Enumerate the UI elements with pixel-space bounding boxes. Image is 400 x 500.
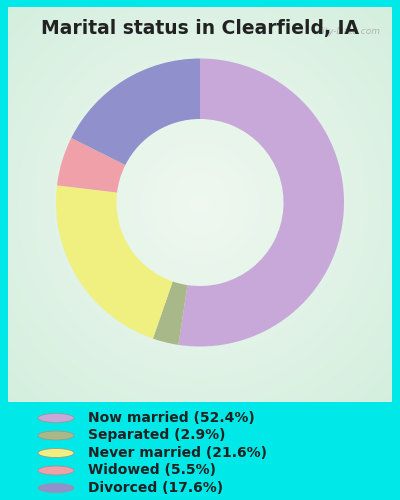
Text: Widowed (5.5%): Widowed (5.5%) <box>88 464 216 477</box>
Text: Separated (2.9%): Separated (2.9%) <box>88 428 226 442</box>
Text: Divorced (17.6%): Divorced (17.6%) <box>88 481 223 495</box>
Circle shape <box>38 448 74 458</box>
Text: Never married (21.6%): Never married (21.6%) <box>88 446 267 460</box>
Wedge shape <box>71 58 200 165</box>
Text: Marital status in Clearfield, IA: Marital status in Clearfield, IA <box>41 19 359 38</box>
Text: City-Data.com: City-Data.com <box>316 27 380 36</box>
Wedge shape <box>153 282 188 345</box>
Circle shape <box>38 484 74 492</box>
Wedge shape <box>57 138 125 192</box>
Wedge shape <box>56 186 173 338</box>
Circle shape <box>38 431 74 440</box>
Circle shape <box>38 414 74 422</box>
Circle shape <box>38 466 74 475</box>
Wedge shape <box>178 58 344 346</box>
Text: Now married (52.4%): Now married (52.4%) <box>88 411 255 425</box>
